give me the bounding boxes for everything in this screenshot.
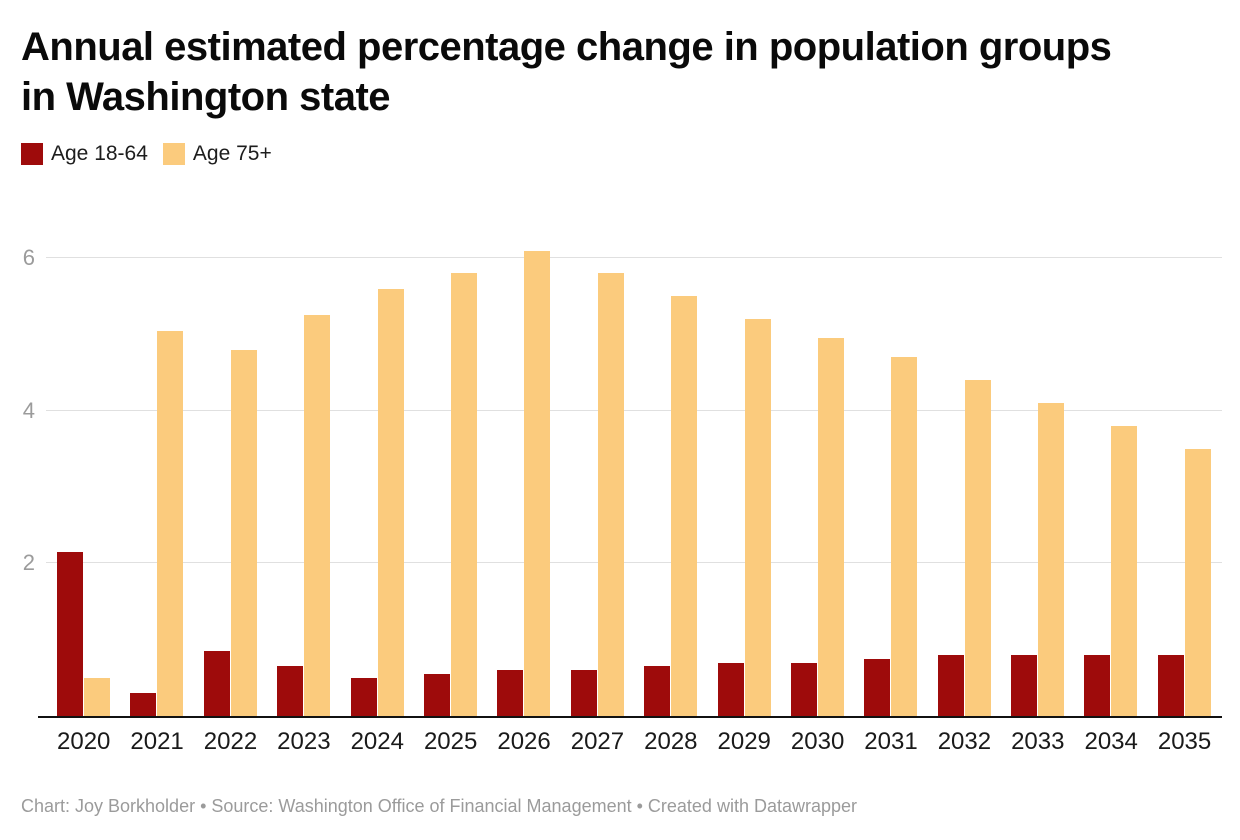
chart-title: Annual estimated percentage change in po… (21, 22, 1220, 122)
bar-age-18-64[interactable] (497, 670, 524, 716)
bar-group (423, 273, 477, 716)
bar-age-18-64[interactable] (570, 670, 597, 716)
x-axis-label: 2028 (644, 728, 698, 755)
bar-age-75[interactable] (671, 296, 698, 716)
x-axis-label: 2026 (497, 728, 551, 755)
x-axis-label: 2021 (130, 728, 184, 755)
x-axis-labels: 2020 2021 2022 2023 2024 2025 2026 2027 2028 2029… (46, 728, 1222, 756)
gridline (46, 409, 1222, 411)
bar-age-75[interactable] (817, 338, 844, 716)
legend: Age 18-64 Age 75+ (21, 142, 272, 166)
y-axis-tick-label: 2 (22, 550, 35, 576)
x-axis-label: 2022 (203, 728, 258, 755)
bar-group (1084, 426, 1138, 716)
bar-age-75[interactable] (377, 288, 404, 716)
bar-age-75[interactable] (450, 273, 477, 716)
x-axis-label: 2032 (937, 728, 992, 755)
chart-title-line-1: Annual estimated percentage change in po… (21, 25, 1112, 69)
bar-age-75[interactable] (891, 357, 918, 716)
plot-area: 2 4 6 (23, 220, 1222, 716)
bar-group (864, 357, 918, 716)
bar-group (937, 380, 991, 716)
x-axis-line (38, 716, 1222, 718)
y-axis-tick-label: 4 (22, 397, 35, 423)
bar-age-18-64[interactable] (1157, 655, 1184, 716)
attribution-footer: Chart: Joy Borkholder • Source: Washingt… (21, 796, 858, 816)
x-axis-label: 2024 (350, 728, 404, 755)
bar-age-18-64[interactable] (350, 677, 377, 716)
bar-group (57, 551, 110, 716)
bar-age-18-64[interactable] (203, 651, 230, 716)
bar-age-75[interactable] (744, 319, 771, 716)
legend-label: Age 18-64 (51, 142, 148, 165)
bar-group (1011, 403, 1065, 716)
bar-group (497, 250, 551, 716)
bar-age-75[interactable] (1184, 448, 1211, 716)
bar-age-75[interactable] (524, 250, 551, 716)
x-axis-label: 2034 (1084, 728, 1138, 755)
bar-age-75[interactable] (304, 315, 331, 716)
x-axis-label: 2035 (1157, 728, 1212, 755)
bar-age-75[interactable] (230, 349, 257, 716)
chart-title-line-2: in Washington state (21, 75, 391, 119)
x-axis-label: 2027 (570, 728, 625, 755)
legend-item: Age 18-64 (21, 142, 148, 166)
x-axis-label: 2020 (57, 728, 111, 755)
x-axis-label: 2033 (1011, 728, 1065, 755)
gridline (46, 562, 1222, 564)
bar-group (130, 330, 184, 716)
bar-age-18-64[interactable] (130, 693, 157, 716)
legend-swatch (21, 143, 43, 165)
bar-age-18-64[interactable] (644, 666, 671, 716)
legend-item: Age 75+ (162, 142, 272, 166)
bar-group (790, 338, 844, 716)
bar-age-75[interactable] (597, 273, 624, 716)
x-axis-label: 2023 (277, 728, 331, 755)
bar-age-18-64[interactable] (1084, 655, 1111, 716)
bar-age-18-64[interactable] (1011, 655, 1038, 716)
bar-group (1157, 448, 1211, 716)
bar-group (717, 319, 771, 716)
y-axis-tick-label: 6 (22, 245, 35, 271)
bar-age-18-64[interactable] (423, 674, 450, 716)
bar-age-18-64[interactable] (717, 662, 744, 716)
bar-age-75[interactable] (157, 330, 184, 716)
bar-age-75[interactable] (964, 380, 991, 716)
bar-group (350, 288, 404, 716)
x-axis-label: 2030 (790, 728, 845, 755)
bars-row (46, 220, 1222, 716)
x-axis-label: 2025 (423, 728, 478, 755)
bar-group (570, 273, 624, 716)
bar-age-18-64[interactable] (277, 666, 304, 716)
bar-group (644, 296, 698, 716)
x-axis-label: 2031 (864, 728, 918, 755)
legend-swatch (162, 143, 185, 165)
bar-age-75[interactable] (1038, 403, 1065, 716)
x-axis-label: 2029 (717, 728, 771, 755)
bar-age-75[interactable] (1111, 426, 1138, 716)
gridline (46, 257, 1222, 259)
bar-age-18-64[interactable] (790, 662, 817, 716)
bar-group (277, 315, 331, 716)
bar-age-75[interactable] (84, 677, 110, 716)
bar-age-18-64[interactable] (57, 551, 83, 716)
bar-age-18-64[interactable] (937, 655, 964, 716)
bar-group (203, 349, 257, 716)
bar-age-18-64[interactable] (864, 658, 891, 716)
legend-label: Age 75+ (192, 142, 272, 165)
